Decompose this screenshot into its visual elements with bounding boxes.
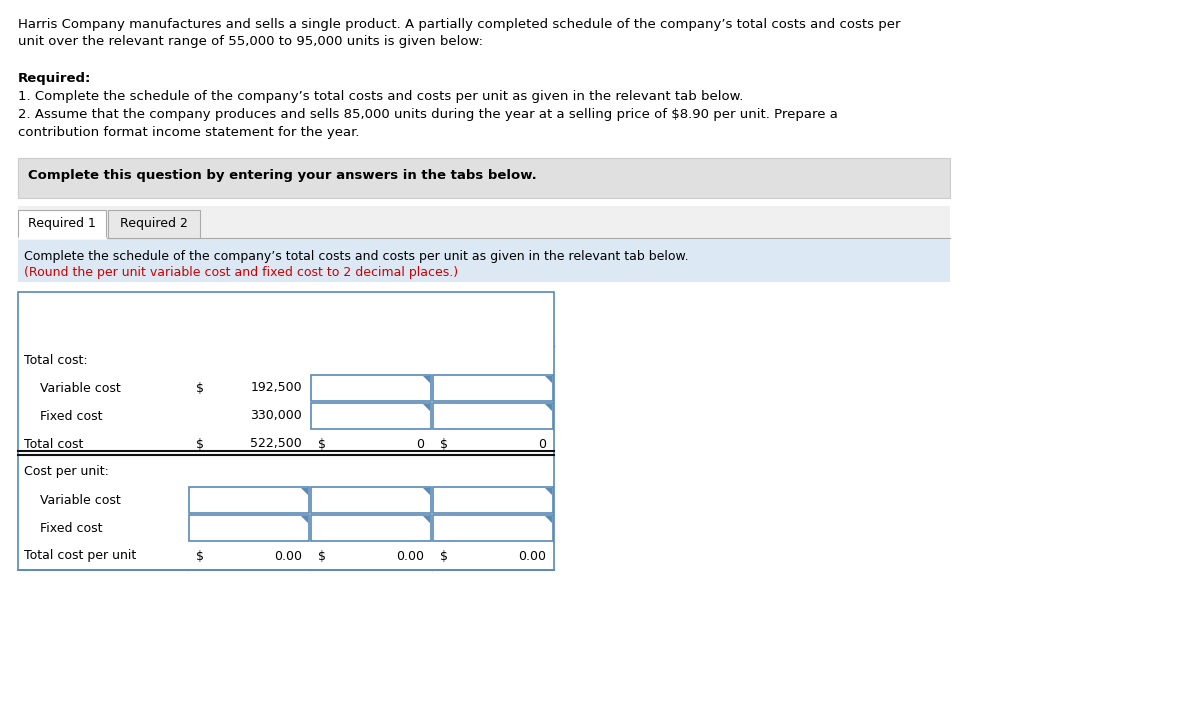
Bar [433,375,553,401]
Polygon shape [545,488,552,495]
Text: 0.00: 0.00 [396,549,424,563]
Bar [311,487,431,513]
Text: Fixed cost: Fixed cost [40,410,102,422]
Bar [18,458,554,486]
Polygon shape [301,516,308,523]
Bar [108,210,200,238]
Text: Harris Company manufactures and sells a single product. A partially completed sc: Harris Company manufactures and sells a … [18,18,900,48]
Bar [18,210,106,238]
Text: Required:: Required: [18,72,91,85]
Text: $: $ [318,549,326,563]
Text: 330,000: 330,000 [251,410,302,422]
Text: $: $ [440,437,448,450]
Text: 55,000 Units
Produced and
Sold: 55,000 Units Produced and Sold [203,296,295,342]
Text: 0.00: 0.00 [274,549,302,563]
Text: 0: 0 [538,437,546,450]
Text: 0: 0 [416,437,424,450]
Bar [18,486,554,514]
Text: $: $ [196,382,204,395]
Text: 0.00: 0.00 [518,549,546,563]
Text: (Round the per unit variable cost and fixed cost to 2 decimal places.): (Round the per unit variable cost and fi… [24,266,458,279]
Text: Total cost:: Total cost: [24,354,88,367]
Bar [311,515,431,541]
Bar [18,292,554,346]
Bar [18,158,950,198]
Text: 2. Assume that the company produces and sells 85,000 units during the year at a : 2. Assume that the company produces and … [18,108,838,121]
Bar [311,403,431,429]
Text: 95,000 Units
Produced and
Sold: 95,000 Units Produced and Sold [448,296,539,342]
Polygon shape [424,376,430,383]
Text: Total cost per unit: Total cost per unit [24,549,137,563]
Text: Required 1: Required 1 [28,218,96,231]
Text: Required 2: Required 2 [120,218,188,231]
Text: contribution format income statement for the year.: contribution format income statement for… [18,126,360,139]
Polygon shape [545,516,552,523]
Text: Variable cost: Variable cost [40,493,121,506]
Bar [18,430,554,458]
Text: Complete this question by entering your answers in the tabs below.: Complete this question by entering your … [28,170,536,183]
Text: $: $ [440,549,448,563]
Text: $: $ [196,437,204,450]
Bar [18,346,554,374]
Text: 522,500: 522,500 [251,437,302,450]
Text: Total cost: Total cost [24,437,83,450]
Text: 192,500: 192,500 [251,382,302,395]
Polygon shape [545,404,552,411]
Polygon shape [545,376,552,383]
Bar [18,374,554,402]
Bar [311,375,431,401]
Text: Fixed cost: Fixed cost [40,521,102,535]
Bar [433,403,553,429]
Bar [18,238,950,282]
Polygon shape [424,516,430,523]
Bar [433,487,553,513]
Bar [18,206,950,238]
Bar [18,402,554,430]
Bar [190,515,310,541]
Polygon shape [301,488,308,495]
Bar [190,487,310,513]
Text: Complete the schedule of the company’s total costs and costs per unit as given i: Complete the schedule of the company’s t… [24,250,689,263]
Text: 75,000 Units
Produced and
Sold: 75,000 Units Produced and Sold [325,296,416,342]
Polygon shape [424,488,430,495]
Bar [18,542,554,570]
Text: $: $ [318,437,326,450]
Text: $: $ [196,549,204,563]
Bar [18,514,554,542]
Bar [18,292,554,570]
Text: 1. Complete the schedule of the company’s total costs and costs per unit as give: 1. Complete the schedule of the company’… [18,90,743,103]
Text: Cost per unit:: Cost per unit: [24,465,109,478]
Text: Variable cost: Variable cost [40,382,121,395]
Bar [433,515,553,541]
Polygon shape [424,404,430,411]
